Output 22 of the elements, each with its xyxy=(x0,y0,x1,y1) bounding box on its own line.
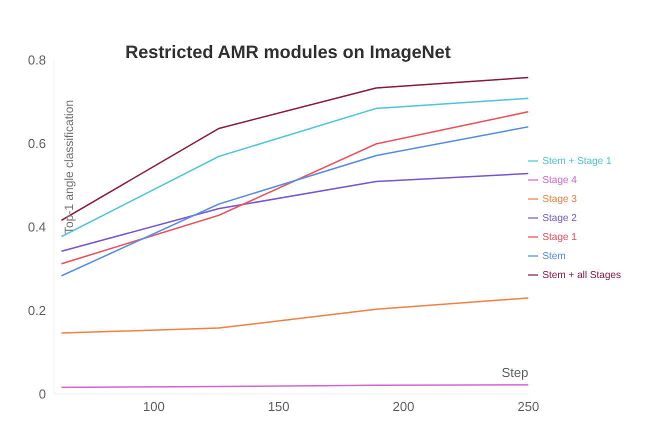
line-series xyxy=(60,98,528,238)
legend-label: Stage 3 xyxy=(542,194,577,204)
y-axis-title: Top-1 angle classification xyxy=(62,100,76,234)
y-tick-label: 0 xyxy=(38,386,46,402)
x-tick-label: 250 xyxy=(517,399,540,414)
x-axis-title: Step xyxy=(502,365,528,380)
legend-label: Stem xyxy=(542,250,566,262)
legend-label: Stage 1 xyxy=(542,232,577,242)
legend-label: Stage 4 xyxy=(542,174,577,186)
y-tick-label: 0.8 xyxy=(28,52,46,68)
legend-label: Stage 2 xyxy=(542,212,577,224)
x-tick-label: 100 xyxy=(143,399,165,414)
x-tick-label: 150 xyxy=(268,399,290,414)
y-tick-label: 0.6 xyxy=(28,136,46,152)
y-tick-label: 0.4 xyxy=(28,220,46,235)
x-tick-label: 200 xyxy=(392,399,414,414)
line-series xyxy=(60,172,528,252)
y-tick-label: 0.2 xyxy=(28,303,46,318)
chart-title: Restricted AMR modules on ImageNet xyxy=(125,42,451,62)
legend-label: Stem + all Stages xyxy=(542,270,621,280)
legend-label: Stem + Stage 1 xyxy=(542,156,612,166)
line-series xyxy=(60,297,528,334)
